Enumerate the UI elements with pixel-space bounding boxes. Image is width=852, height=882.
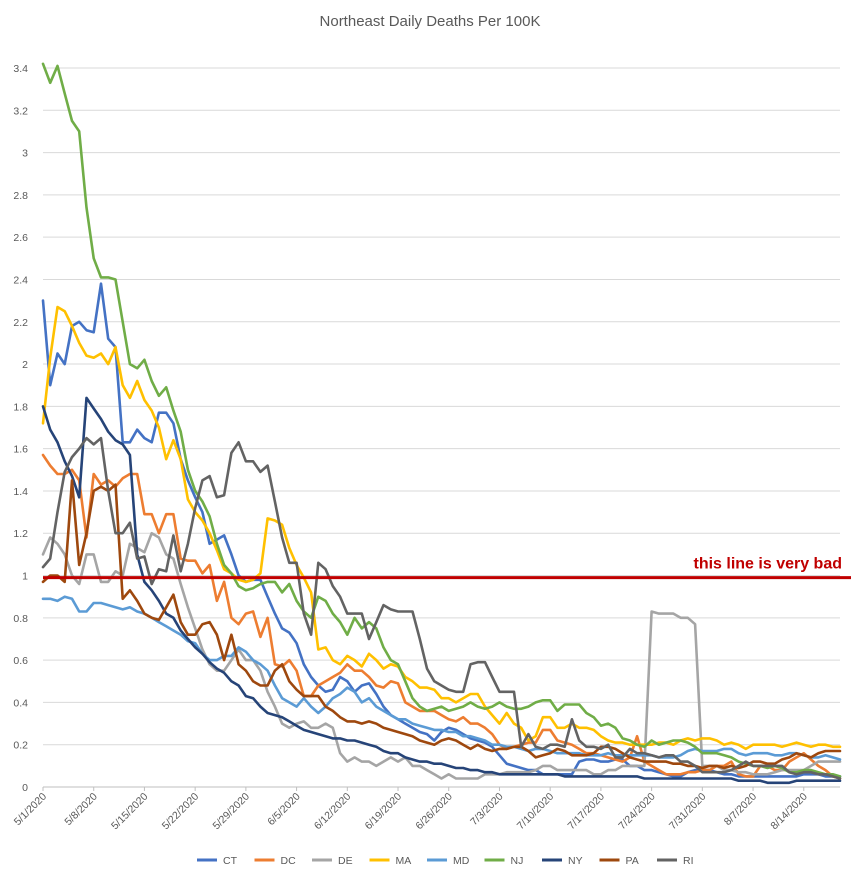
legend-label-de: DE: [338, 855, 353, 867]
legend-label-ri: RI: [683, 855, 694, 867]
legend-label-ny: NY: [568, 855, 583, 867]
legend-label-pa: PA: [626, 855, 639, 867]
x-tick-label: 7/10/2020: [515, 791, 557, 833]
y-tick-label: 2.8: [13, 190, 28, 202]
y-tick-label: 2.2: [13, 317, 28, 329]
legend: CT DC DE MA MD NJ NY PA RI: [197, 855, 694, 867]
series-lines: [41, 62, 842, 785]
series-line-ma: [41, 305, 842, 751]
y-tick-label: 1.2: [13, 528, 28, 540]
series-line-nj: [41, 62, 842, 778]
annotation-text: this line is very bad: [694, 556, 843, 573]
y-tick-label: 2.6: [13, 232, 28, 244]
x-tick-label: 6/19/2020: [363, 791, 405, 833]
legend-label-dc: DC: [281, 855, 297, 867]
x-tick-label: 7/24/2020: [616, 791, 658, 833]
y-tick-label: 0.2: [13, 740, 28, 752]
y-tick-label: 1.4: [13, 486, 28, 498]
y-tick-label: 1: [22, 571, 28, 583]
y-axis-tick-labels: 0 0.2 0.4 0.6 0.8 1 1.2 1.4 1.6 1.8 2 2.2 2.4 2.6 2.8 3…: [13, 63, 28, 794]
legend-label-ma: MA: [396, 855, 412, 867]
legend-label-nj: NJ: [511, 855, 524, 867]
y-tick-label: 3: [22, 148, 28, 160]
legend-label-ct: CT: [223, 855, 238, 867]
x-tick-label: 7/17/2020: [566, 791, 608, 833]
y-tick-label: 0.4: [13, 697, 28, 709]
x-tick-label: 6/12/2020: [312, 791, 354, 833]
series-line-pa: [41, 479, 842, 770]
legend-label-md: MD: [453, 855, 470, 867]
x-tick-label: 7/31/2020: [667, 791, 709, 833]
x-axis-tick-labels: 5/1/2020 5/8/2020 5/15/2020 5/22/2020 5/29/2…: [12, 787, 810, 832]
x-tick-label: 8/7/2020: [722, 791, 759, 828]
chart-title: Northeast Daily Deaths Per 100K: [320, 13, 541, 30]
x-tick-label: 5/1/2020: [12, 791, 49, 828]
y-tick-label: 0.6: [13, 655, 28, 667]
x-tick-label: 5/8/2020: [62, 791, 99, 828]
series-line-dc: [41, 453, 842, 780]
y-tick-label: 2: [22, 359, 28, 371]
series-line-ri: [41, 436, 842, 780]
series-line-md: [41, 595, 842, 761]
y-tick-label: 1.6: [13, 444, 28, 456]
gridlines: [43, 67, 840, 788]
annotation-group: this line is very bad: [43, 556, 851, 580]
y-tick-label: 2.4: [13, 274, 28, 286]
y-tick-label: 1.8: [13, 401, 28, 413]
x-tick-label: 7/3/2020: [468, 791, 505, 828]
y-tick-label: 0: [22, 782, 28, 794]
series-line-ny: [41, 396, 842, 785]
y-tick-label: 3.2: [13, 105, 28, 117]
x-tick-label: 5/15/2020: [109, 791, 151, 833]
x-tick-label: 5/22/2020: [160, 791, 202, 833]
y-tick-label: 0.8: [13, 613, 28, 625]
x-tick-label: 5/29/2020: [210, 791, 252, 833]
y-tick-label: 3.4: [13, 63, 28, 75]
x-tick-label: 6/5/2020: [265, 791, 302, 828]
x-tick-label: 8/14/2020: [768, 791, 810, 833]
x-tick-label: 6/26/2020: [413, 791, 455, 833]
